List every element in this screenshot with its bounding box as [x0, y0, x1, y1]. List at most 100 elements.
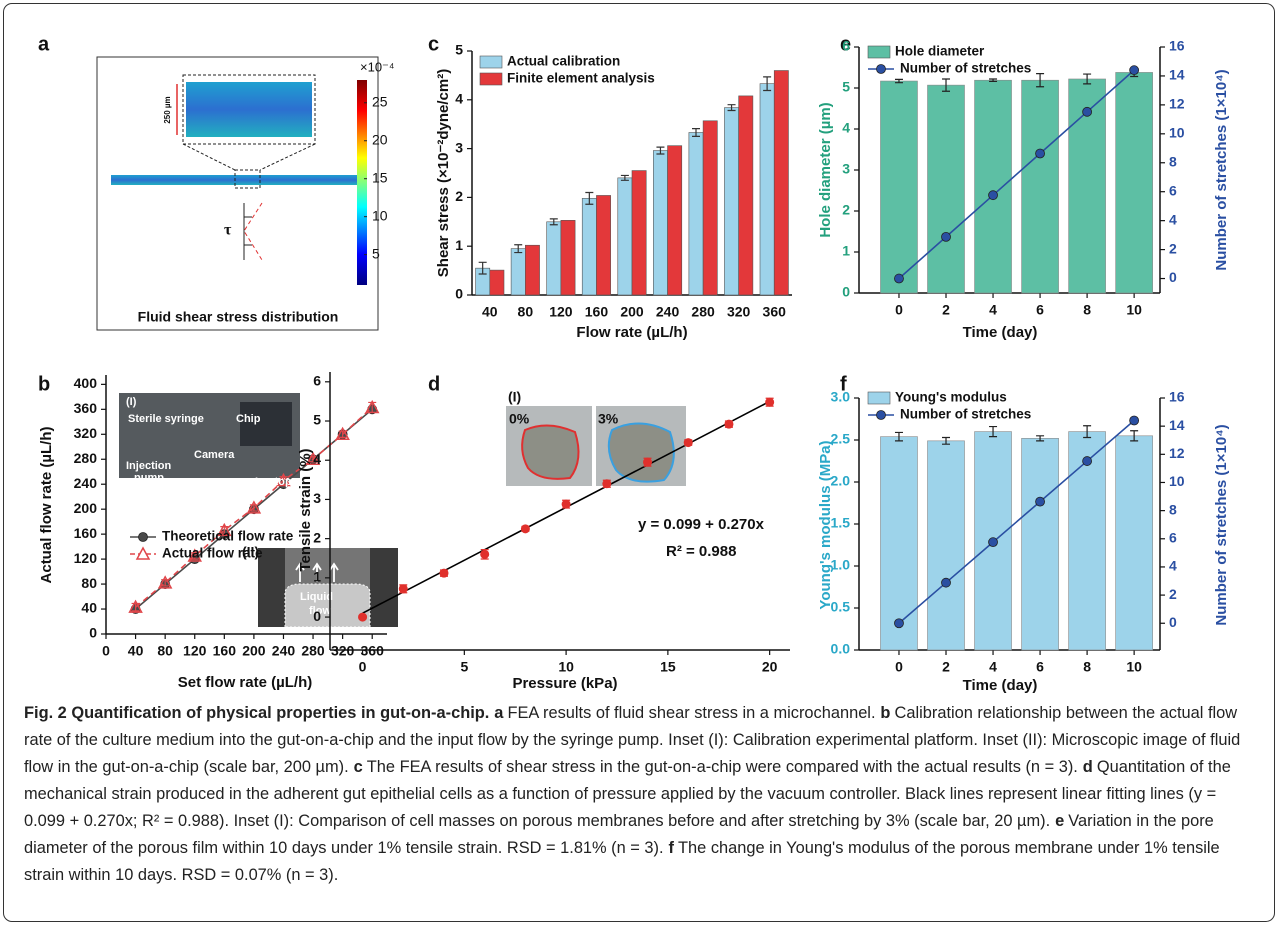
caption-text: The change in Young's modulus of the por… — [24, 839, 1220, 884]
y-tick-label: 5 — [313, 412, 321, 428]
chart-panel: d 0 1 2 3 4 5 6 0 5 10 15 20 Pressure (kPa) Tensile st… — [297, 372, 790, 692]
y-tick-label: 400 — [74, 375, 98, 391]
x-tick-label: 4 — [989, 659, 997, 675]
annotation: y = 0.099 + 0.270x — [638, 516, 765, 533]
y-tick-label: 3 — [455, 139, 463, 155]
y-tick-label: 0 — [313, 608, 321, 624]
chart-panel: c 0 1 2 3 4 5 40 80 120 160 200 240 280 320 360 Flow rat… — [428, 33, 792, 341]
x-tick-label: 200 — [620, 304, 644, 320]
y-tick-label: 280 — [74, 450, 98, 466]
cell-outline — [607, 422, 675, 483]
x-axis-title: Pressure (kPa) — [512, 675, 617, 692]
caption-panel-label: b — [880, 704, 891, 722]
caption-text: FEA results of fluid shear stress in a m… — [507, 704, 876, 722]
data-marker — [276, 472, 291, 487]
y-tick-label: 320 — [74, 425, 98, 441]
annotation: 3% — [598, 411, 619, 427]
legend-label: Theoretical flow rate — [162, 529, 294, 544]
profile-curve — [243, 202, 263, 261]
error-bar — [249, 504, 258, 512]
y-axis-title: Tensile strain (%) — [297, 448, 314, 571]
y-tick-label: 2 — [842, 202, 850, 218]
y-tick-label: 3 — [313, 490, 321, 506]
x-tick-label: 0 — [359, 659, 367, 675]
legend-marker — [138, 532, 148, 542]
y-tick-label: 2 — [313, 529, 321, 545]
error-bar — [1036, 435, 1045, 442]
data-marker — [246, 500, 262, 514]
caption-text: Variation in the pore diameter of the po… — [24, 812, 1214, 857]
x-tick-label: 160 — [585, 304, 609, 320]
bar — [738, 95, 754, 296]
error-bar — [727, 104, 736, 112]
caption-panel-label: a — [494, 704, 504, 722]
data-line — [898, 69, 1135, 280]
error-bar — [1083, 425, 1092, 439]
data-marker — [157, 575, 173, 589]
y-axis-title: Young's modulus (MPa) — [817, 440, 834, 609]
error-bar — [620, 174, 629, 181]
error-bar — [763, 76, 772, 92]
y2-tick-label: 0 — [1169, 614, 1177, 630]
annotation: Camera — [194, 449, 235, 461]
legend-swatch — [867, 391, 891, 405]
data-point — [561, 499, 571, 509]
error-bar — [220, 526, 229, 535]
x-tick-label: 80 — [157, 643, 173, 659]
data-marker — [1035, 148, 1045, 159]
y-tick-label: 0 — [455, 286, 463, 302]
bar — [724, 107, 739, 296]
zoom-line — [182, 143, 236, 171]
y-tick-label: 80 — [81, 575, 97, 591]
error-bar — [989, 78, 998, 83]
x-tick-label: 0 — [895, 659, 903, 675]
x-tick-label: 10 — [558, 659, 574, 675]
error-bar — [131, 602, 140, 612]
error-bar — [989, 425, 998, 438]
panel-a: a 250 µm τ ×10⁻⁴ Fluid shear stress dist… — [38, 33, 395, 331]
y-tick-label: 240 — [74, 475, 98, 491]
error-bar — [190, 552, 199, 560]
x-tick-label: 240 — [272, 643, 296, 659]
bar — [688, 132, 704, 296]
legend-label: Number of stretches — [900, 61, 1031, 76]
data-point — [520, 524, 530, 534]
x-tick-label: 2 — [942, 659, 950, 675]
annotation: Sterile syringe — [128, 413, 204, 425]
y-tick-label: 360 — [74, 400, 98, 416]
data-point — [398, 584, 408, 594]
x-tick-label: 200 — [242, 643, 266, 659]
scale-label: 250 µm — [163, 96, 172, 123]
data-point — [439, 568, 449, 578]
y-tick-label: 4 — [313, 451, 321, 467]
x-axis-title: Flow rate (µL/h) — [576, 324, 687, 341]
caption-text: Quantitation of the mechanical strain pr… — [24, 758, 1231, 830]
error-bar — [894, 78, 903, 84]
caption-text: Calibration relationship between the act… — [24, 704, 1241, 776]
panel-box — [96, 56, 379, 331]
legend-swatch — [867, 45, 891, 59]
y-tick-label: 0 — [89, 625, 97, 641]
y2-tick-label: 4 — [1169, 558, 1177, 574]
y2-tick-label: 10 — [1169, 125, 1185, 141]
bar — [1115, 72, 1153, 294]
y-axis-title: Shear stress (×10⁻²dyne/cm²) — [435, 69, 452, 277]
legend-marker — [876, 410, 886, 420]
data-marker — [1082, 456, 1093, 466]
y-tick-label: 120 — [74, 550, 98, 566]
bar — [525, 244, 540, 296]
error-bar — [1083, 73, 1092, 85]
y-axis-title: Hole diameter (µm) — [817, 102, 834, 237]
annotation: (I) — [508, 389, 521, 405]
x-tick-label: 2 — [942, 302, 950, 318]
data-marker — [305, 451, 321, 466]
x-tick-label: 240 — [656, 304, 680, 320]
y-tick-label: 5 — [842, 79, 850, 95]
bar — [667, 145, 683, 296]
y-tick-label: 2.5 — [831, 431, 851, 447]
x-tick-label: 40 — [482, 304, 498, 320]
data-marker — [335, 426, 350, 441]
y-tick-label: 4 — [455, 91, 463, 107]
